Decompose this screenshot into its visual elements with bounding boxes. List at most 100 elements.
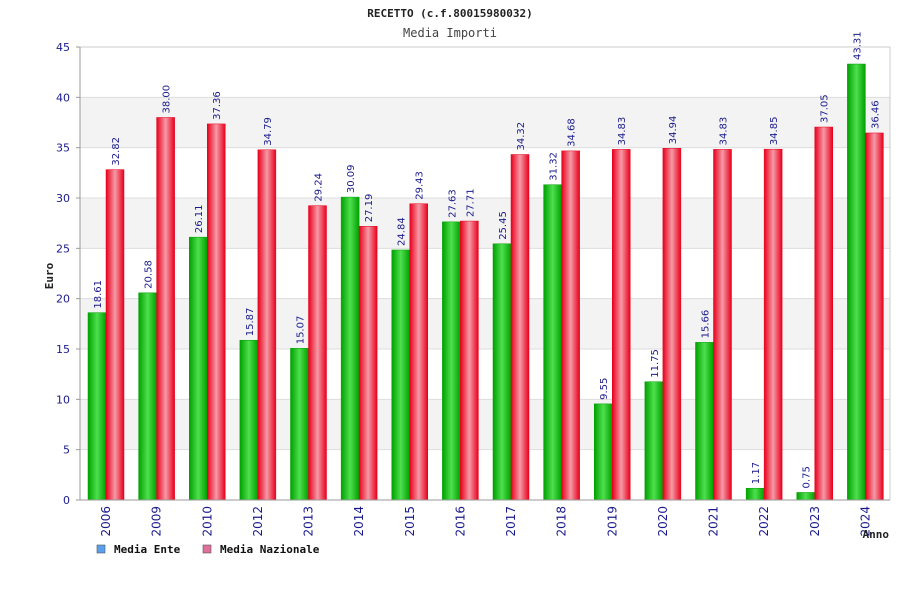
bar-nazionale-2014[interactable] bbox=[359, 226, 377, 500]
bar-nazionale-2013[interactable] bbox=[309, 206, 327, 500]
bar-ente-2006[interactable] bbox=[88, 313, 106, 500]
xtick-label-2017: 2017 bbox=[504, 506, 518, 537]
legend-label-ente: Media Ente bbox=[114, 543, 181, 556]
bar-ente-2024[interactable] bbox=[847, 64, 865, 500]
bar-ente-2019[interactable] bbox=[594, 404, 612, 500]
value-label-nazionale-2019: 34.83 bbox=[617, 117, 628, 146]
bar-ente-2016[interactable] bbox=[442, 222, 460, 500]
ytick-label-45: 45 bbox=[56, 41, 70, 54]
ytick-label-10: 10 bbox=[56, 393, 70, 406]
bar-ente-2018[interactable] bbox=[544, 185, 562, 500]
value-label-nazionale-2022: 34.85 bbox=[769, 117, 780, 146]
xtick-label-2009: 2009 bbox=[150, 506, 164, 537]
xtick-label-2006: 2006 bbox=[99, 506, 113, 537]
value-label-nazionale-2009: 38.00 bbox=[162, 85, 173, 114]
value-label-nazionale-2006: 32.82 bbox=[111, 137, 122, 166]
bar-ente-2020[interactable] bbox=[645, 382, 663, 500]
value-label-nazionale-2012: 34.79 bbox=[263, 117, 274, 146]
value-label-ente-2006: 18.61 bbox=[93, 280, 104, 309]
value-label-ente-2010: 26.11 bbox=[194, 205, 205, 234]
legend-item-ente[interactable]: Media Ente bbox=[97, 543, 181, 556]
bar-nazionale-2009[interactable] bbox=[157, 117, 175, 500]
value-label-ente-2013: 15.07 bbox=[296, 316, 307, 345]
bar-nazionale-2022[interactable] bbox=[764, 149, 782, 500]
value-label-ente-2018: 31.32 bbox=[549, 152, 560, 181]
value-label-nazionale-2023: 37.05 bbox=[820, 94, 831, 123]
bar-nazionale-2019[interactable] bbox=[612, 149, 630, 500]
xtick-label-2019: 2019 bbox=[605, 506, 619, 537]
chart-title: RECETTO (c.f.80015980032) bbox=[367, 7, 533, 20]
value-label-ente-2022: 1.17 bbox=[751, 462, 762, 484]
bar-ente-2023[interactable] bbox=[797, 492, 815, 500]
legend: Media Ente Media Nazionale bbox=[97, 543, 320, 556]
bar-ente-2017[interactable] bbox=[493, 244, 511, 500]
xtick-label-2010: 2010 bbox=[200, 506, 214, 537]
bar-ente-2009[interactable] bbox=[139, 293, 157, 500]
value-label-ente-2015: 24.84 bbox=[397, 217, 408, 246]
bar-ente-2012[interactable] bbox=[240, 340, 258, 500]
xtick-label-2012: 2012 bbox=[251, 506, 265, 537]
bar-nazionale-2006[interactable] bbox=[106, 170, 124, 500]
xtick-label-2014: 2014 bbox=[352, 506, 366, 537]
xtick-label-2020: 2020 bbox=[656, 506, 670, 537]
x-axis-label: Anno bbox=[863, 528, 890, 541]
xtick-label-2021: 2021 bbox=[707, 506, 721, 537]
legend-swatch-ente bbox=[97, 545, 105, 553]
value-label-nazionale-2017: 34.32 bbox=[516, 122, 527, 151]
value-label-ente-2009: 20.58 bbox=[144, 260, 155, 289]
value-label-ente-2017: 25.45 bbox=[498, 211, 509, 240]
value-label-nazionale-2024: 36.46 bbox=[870, 100, 881, 129]
value-label-nazionale-2014: 27.19 bbox=[364, 194, 375, 223]
y-axis-label: Euro bbox=[43, 262, 56, 289]
bar-nazionale-2010[interactable] bbox=[207, 124, 225, 500]
ytick-label-20: 20 bbox=[56, 293, 70, 306]
value-label-ente-2024: 43.31 bbox=[852, 31, 863, 60]
ytick-label-0: 0 bbox=[63, 494, 70, 507]
legend-item-nazionale[interactable]: Media Nazionale bbox=[203, 543, 320, 556]
bar-ente-2010[interactable] bbox=[189, 237, 207, 500]
x-axis-ticks: 2006 2009 2010 2012 2013 2014 2015 2016 2017 2018… bbox=[99, 506, 872, 537]
value-label-ente-2019: 9.55 bbox=[599, 378, 610, 400]
legend-swatch-nazionale bbox=[203, 545, 211, 553]
bar-nazionale-2012[interactable] bbox=[258, 150, 276, 500]
bar-ente-2022[interactable] bbox=[746, 488, 764, 500]
value-label-nazionale-2013: 29.24 bbox=[314, 173, 325, 202]
bar-nazionale-2021[interactable] bbox=[714, 149, 732, 500]
legend-label-nazionale: Media Nazionale bbox=[220, 543, 320, 556]
xtick-label-2016: 2016 bbox=[453, 506, 467, 537]
value-label-ente-2012: 15.87 bbox=[245, 308, 256, 337]
xtick-label-2018: 2018 bbox=[555, 506, 569, 537]
ytick-label-30: 30 bbox=[56, 192, 70, 205]
value-label-nazionale-2016: 27.71 bbox=[465, 188, 476, 217]
bar-ente-2021[interactable] bbox=[696, 342, 714, 500]
bar-nazionale-2017[interactable] bbox=[511, 155, 529, 500]
value-label-nazionale-2015: 29.43 bbox=[415, 171, 426, 200]
bar-ente-2014[interactable] bbox=[341, 197, 359, 500]
value-label-ente-2020: 11.75 bbox=[650, 349, 661, 378]
value-label-nazionale-2018: 34.68 bbox=[567, 118, 578, 147]
bar-ente-2013[interactable] bbox=[291, 348, 309, 500]
ytick-label-25: 25 bbox=[56, 242, 70, 255]
value-label-ente-2021: 15.66 bbox=[701, 310, 712, 339]
ytick-label-5: 5 bbox=[63, 444, 70, 457]
bar-ente-2015[interactable] bbox=[392, 250, 410, 500]
y-axis-ticks: 0 5 10 15 20 25 30 35 40 45 bbox=[56, 41, 80, 507]
bar-nazionale-2024[interactable] bbox=[865, 133, 883, 500]
bar-nazionale-2020[interactable] bbox=[663, 148, 681, 500]
bar-nazionale-2018[interactable] bbox=[562, 151, 580, 500]
bar-nazionale-2016[interactable] bbox=[460, 221, 478, 500]
ytick-label-40: 40 bbox=[56, 91, 70, 104]
value-label-nazionale-2021: 34.83 bbox=[719, 117, 730, 146]
value-label-nazionale-2020: 34.94 bbox=[668, 116, 679, 145]
chart-subtitle: Media Importi bbox=[403, 26, 497, 40]
xtick-label-2015: 2015 bbox=[403, 506, 417, 537]
xtick-label-2023: 2023 bbox=[808, 506, 822, 537]
bar-nazionale-2015[interactable] bbox=[410, 204, 428, 500]
value-label-nazionale-2010: 37.36 bbox=[212, 91, 223, 120]
bar-nazionale-2023[interactable] bbox=[815, 127, 833, 500]
value-label-ente-2023: 0.75 bbox=[802, 466, 813, 488]
ytick-label-15: 15 bbox=[56, 343, 70, 356]
ytick-label-35: 35 bbox=[56, 142, 70, 155]
value-label-ente-2016: 27.63 bbox=[447, 189, 458, 218]
xtick-label-2013: 2013 bbox=[302, 506, 316, 537]
